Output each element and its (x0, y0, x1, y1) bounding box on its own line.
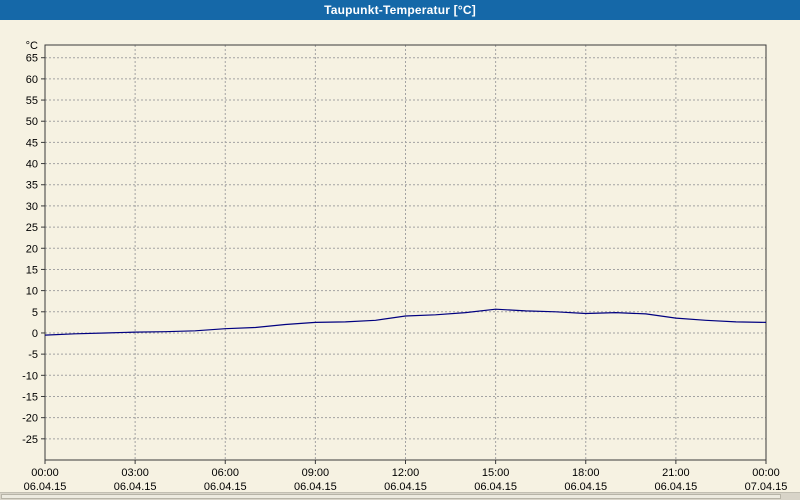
svg-text:06.04.15: 06.04.15 (114, 481, 157, 492)
svg-text:15:00: 15:00 (482, 467, 510, 479)
svg-text:06.04.15: 06.04.15 (384, 481, 427, 492)
svg-text:06.04.15: 06.04.15 (294, 481, 337, 492)
svg-text:-25: -25 (22, 434, 38, 446)
svg-text:06.04.15: 06.04.15 (564, 481, 607, 492)
svg-text:35: 35 (26, 180, 38, 192)
svg-text:50: 50 (26, 116, 38, 128)
svg-text:20: 20 (26, 243, 38, 255)
svg-text:12:00: 12:00 (392, 467, 420, 479)
scrollbar-thumb[interactable] (1, 494, 781, 499)
window-titlebar[interactable]: Taupunkt-Temperatur [°C] (0, 0, 800, 20)
svg-text:30: 30 (26, 201, 38, 213)
svg-text:-20: -20 (22, 413, 38, 425)
svg-text:06.04.15: 06.04.15 (204, 481, 247, 492)
svg-text:00:00: 00:00 (31, 467, 59, 479)
svg-text:15: 15 (26, 264, 38, 276)
svg-text:-5: -5 (28, 349, 38, 361)
svg-text:03:00: 03:00 (121, 467, 149, 479)
svg-text:40: 40 (26, 159, 38, 171)
svg-text:06.04.15: 06.04.15 (24, 481, 67, 492)
svg-text:06.04.15: 06.04.15 (654, 481, 697, 492)
svg-text:25: 25 (26, 222, 38, 234)
svg-text:-15: -15 (22, 391, 38, 403)
svg-text:0: 0 (32, 328, 38, 340)
dewpoint-temperature-chart: -25 -20 -15 -10 -5 0 5 10 15 20 25 30 35 40 45 50 55 60 65… (22, 40, 788, 492)
horizontal-scrollbar[interactable] (0, 492, 800, 500)
svg-text:65: 65 (26, 53, 38, 65)
svg-text:45: 45 (26, 137, 38, 149)
window-title: Taupunkt-Temperatur [°C] (324, 3, 476, 17)
svg-text:55: 55 (26, 95, 38, 107)
svg-text:21:00: 21:00 (662, 467, 690, 479)
svg-text:°C: °C (26, 40, 38, 52)
svg-text:06.04.15: 06.04.15 (474, 481, 517, 492)
svg-text:06:00: 06:00 (211, 467, 239, 479)
svg-text:09:00: 09:00 (302, 467, 330, 479)
svg-text:5: 5 (32, 307, 38, 319)
svg-text:60: 60 (26, 74, 38, 86)
svg-text:-10: -10 (22, 370, 38, 382)
svg-text:18:00: 18:00 (572, 467, 600, 479)
svg-text:00:00: 00:00 (752, 467, 780, 479)
svg-text:10: 10 (26, 286, 38, 298)
svg-text:07.04.15: 07.04.15 (745, 481, 788, 492)
